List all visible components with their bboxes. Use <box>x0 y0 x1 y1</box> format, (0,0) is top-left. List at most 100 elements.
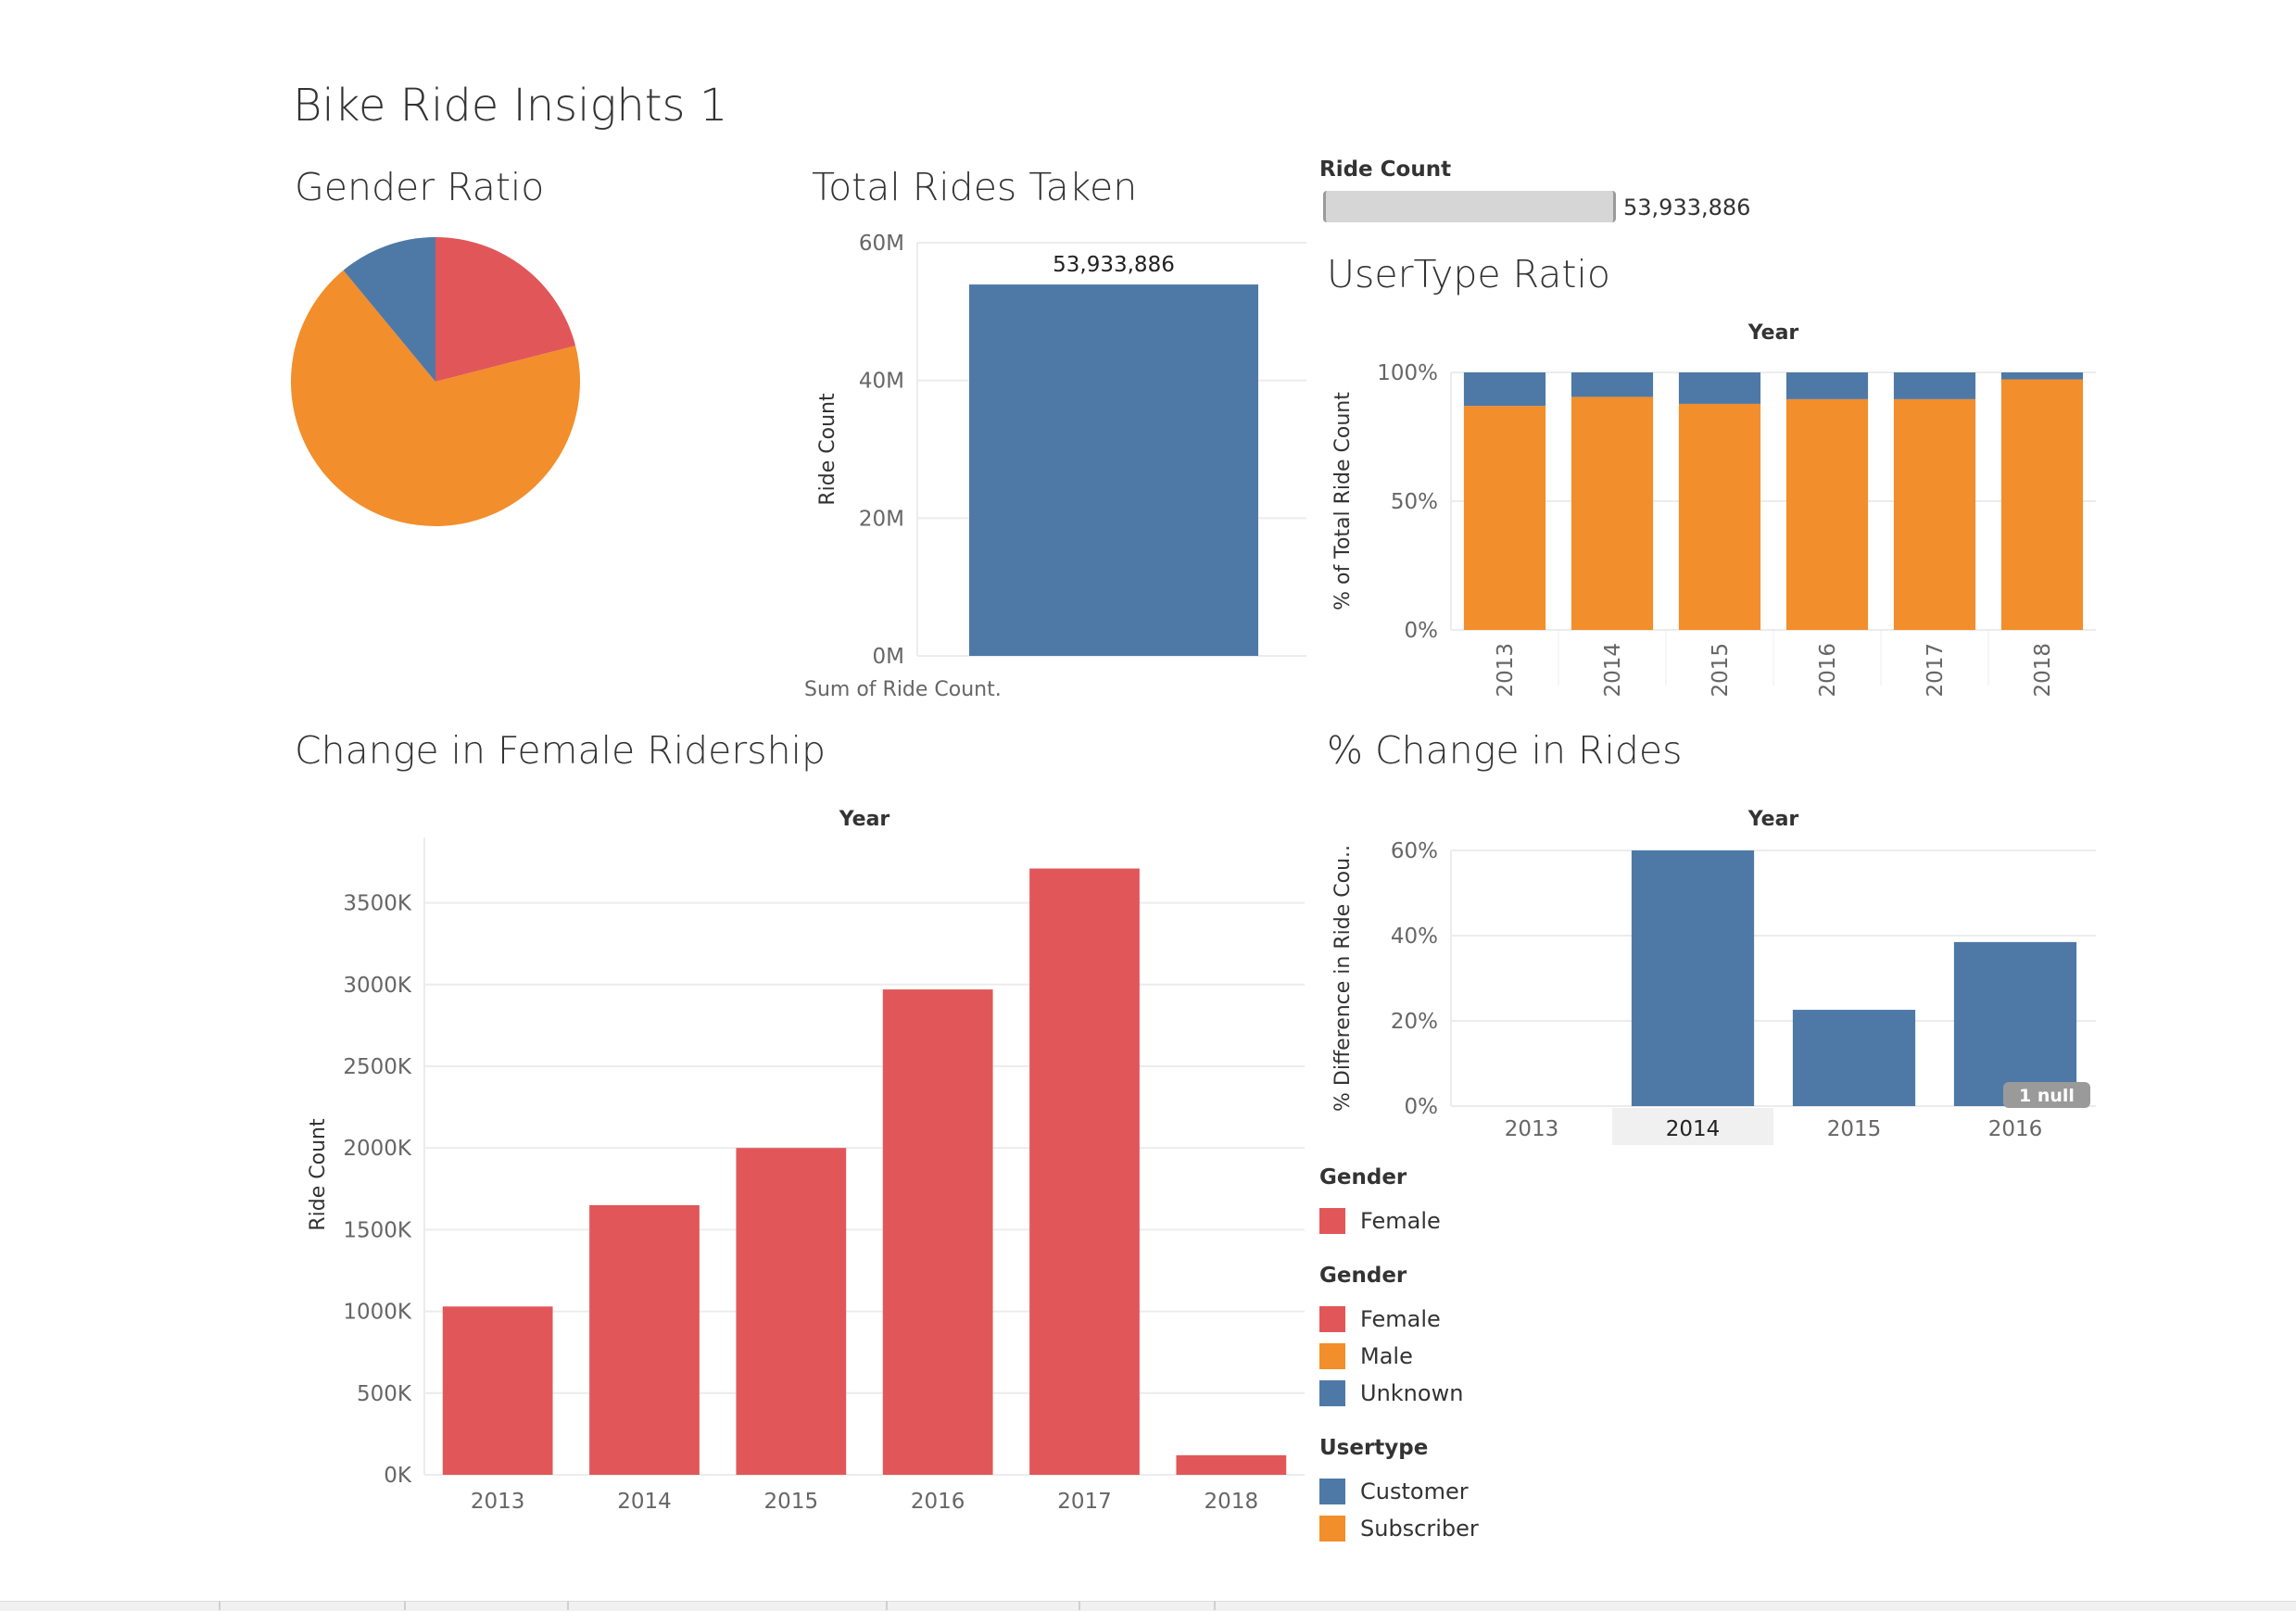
x-tick-label: 2016 <box>1988 1117 2043 1141</box>
legend-item-unknown[interactable]: Unknown <box>1319 1375 1690 1412</box>
y-tick-label: 500K <box>357 1382 412 1406</box>
ride-count-range-slider[interactable] <box>1323 191 1616 222</box>
bar-female-2014 <box>589 1204 700 1475</box>
y-tick-label: 20M <box>859 507 904 531</box>
pie-slice-female <box>435 237 576 382</box>
total-rides-title: Total Rides Taken <box>812 165 1138 209</box>
legend-item-subscriber[interactable]: Subscriber <box>1319 1510 1690 1547</box>
y-tick-label: 2000K <box>343 1137 412 1161</box>
pct-change-title: % Change in Rides <box>1327 728 1683 773</box>
x-tick-label: 2016 <box>1816 643 1840 698</box>
bar-customer-2015 <box>1678 372 1761 404</box>
x-tick-label: 2015 <box>1709 643 1733 698</box>
null-indicator-label: 1 null <box>2019 1086 2075 1106</box>
x-axis-title: Year <box>1747 321 1799 345</box>
y-tick-label: 0M <box>873 645 904 669</box>
ride-count-filter-value: 53,933,886 <box>1623 195 1751 220</box>
usertype-ratio-title: UserType Ratio <box>1327 252 1610 296</box>
y-tick-label: 1000K <box>343 1301 412 1325</box>
y-tick-label: 100% <box>1377 361 1438 385</box>
gender-ratio-title: Gender Ratio <box>295 165 545 209</box>
legend-swatch <box>1319 1479 1345 1504</box>
y-tick-label: 3000K <box>343 974 412 998</box>
y-tick-label: 20% <box>1391 1010 1438 1034</box>
tab-divider <box>567 1601 569 1610</box>
ride-count-filter-label: Ride Count <box>1319 157 1452 182</box>
legend-group: Gender Female Male Unknown <box>1319 1262 1690 1412</box>
gender-ratio-pie-chart[interactable] <box>278 222 612 556</box>
pct-change-bar-chart[interactable]: Year 60% 40% 20% 0% 2013 2014 2015 2016 1 null % D… <box>1316 797 2113 1158</box>
bar-customer-2018 <box>2000 372 2084 380</box>
y-tick-label: 60M <box>859 232 904 256</box>
tab-divider <box>219 1601 221 1610</box>
pie-slice-male <box>291 270 580 526</box>
x-tick-label: 2017 <box>1057 1490 1112 1514</box>
legend-label: Customer <box>1360 1479 1469 1504</box>
bar-customer-2014 <box>1571 372 1654 397</box>
x-tick-label: 2013 <box>471 1490 525 1514</box>
x-tick-label: 2016 <box>911 1490 965 1514</box>
legend-label: Subscriber <box>1360 1516 1479 1542</box>
legend-title: Gender <box>1319 1264 1407 1288</box>
legend-swatch <box>1319 1380 1345 1406</box>
x-tick-label: 2015 <box>764 1490 819 1514</box>
tab-divider <box>1214 1601 1216 1610</box>
bar-subscriber-2014 <box>1571 396 1654 630</box>
y-tick-label: 40M <box>859 370 904 394</box>
footnote: Sum of Ride Count. <box>804 678 1002 701</box>
pie-slice-unknown <box>343 237 435 382</box>
x-axis-title: Year <box>839 808 890 831</box>
legend-title: Gender <box>1319 1165 1407 1189</box>
bar-female-2016 <box>882 989 993 1475</box>
bar-female-2013 <box>442 1306 553 1475</box>
female-ridership-bar-chart[interactable]: Year 3500K 3000K 2500K 2000K 1500K 1000K 500K 0K… <box>278 797 1316 1538</box>
legend-item-female[interactable]: Female <box>1319 1301 1690 1338</box>
total-rides-bar-chart[interactable]: 60M 40M 20M 0M 53,933,886 Ride Count Sum of Ri… <box>797 222 1316 704</box>
legend-label: Female <box>1360 1306 1441 1332</box>
y-tick-label: 60% <box>1391 839 1438 863</box>
bar-total-rides <box>969 284 1258 656</box>
bar-female-2018 <box>1176 1454 1287 1475</box>
legend-group: Gender Female <box>1319 1164 1690 1240</box>
legend-swatch <box>1319 1208 1345 1234</box>
bar-pct-change-2015 <box>1792 1010 1916 1106</box>
usertype-ratio-stacked-bar-chart[interactable]: Year 100% 50% 0% 2013 2014 2015 2016 2017 2018 % o… <box>1316 315 2113 704</box>
null-indicator-badge[interactable] <box>2003 1082 2090 1108</box>
legend-item-male[interactable]: Male <box>1319 1338 1690 1375</box>
y-tick-label: 3500K <box>343 892 412 916</box>
x-axis-title: Year <box>1747 808 1799 831</box>
x-tick-label: 2013 <box>1505 1117 1559 1141</box>
bar-subscriber-2016 <box>1785 398 1869 630</box>
legend-label: Unknown <box>1360 1380 1464 1406</box>
y-tick-label: 40% <box>1391 925 1438 949</box>
x-tick-label: 2014 <box>1601 643 1625 698</box>
y-tick-label: 0% <box>1405 619 1439 643</box>
legend-item-customer[interactable]: Customer <box>1319 1473 1690 1510</box>
bar-pct-change-2014 <box>1631 850 1755 1106</box>
legend-label: Male <box>1360 1343 1413 1369</box>
x-tick-label: 2018 <box>2031 643 2055 698</box>
y-axis-title: % of Total Ride Count <box>1331 392 1355 610</box>
legend-swatch <box>1319 1306 1345 1332</box>
bar-customer-2016 <box>1785 372 1869 399</box>
dashboard-title: Bike Ride Insights 1 <box>293 80 728 132</box>
bar-subscriber-2013 <box>1463 406 1546 630</box>
legend-panel: Gender Female Gender Female Male Unknown Usert… <box>1319 1164 1690 1569</box>
y-axis-title: % Difference in Ride Cou.. <box>1331 845 1355 1112</box>
legend-group: Usertype Customer Subscriber <box>1319 1434 1690 1547</box>
bar-pct-change-2016 <box>1953 941 2077 1106</box>
bar-subscriber-2018 <box>2000 379 2084 630</box>
legend-swatch <box>1319 1516 1345 1542</box>
x-tick-label: 2015 <box>1827 1117 1882 1141</box>
y-tick-label: 50% <box>1391 490 1438 514</box>
x-tick-label: 2014 <box>1666 1117 1721 1141</box>
sheet-tab-bar[interactable] <box>0 1601 2296 1611</box>
bar-subscriber-2017 <box>1893 398 1976 630</box>
bar-customer-2017 <box>1893 372 1976 399</box>
legend-swatch <box>1319 1343 1345 1369</box>
legend-item-female[interactable]: Female <box>1319 1202 1690 1240</box>
x-tick-label: 2017 <box>1924 643 1948 698</box>
bar-customer-2013 <box>1463 372 1546 407</box>
y-tick-label: 1500K <box>343 1218 412 1242</box>
y-axis-title: Ride Count <box>816 393 839 506</box>
